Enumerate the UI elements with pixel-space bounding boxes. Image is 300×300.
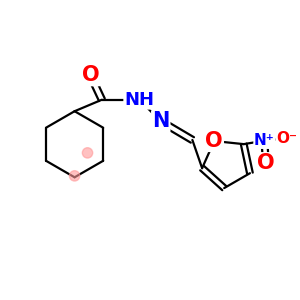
Text: N: N xyxy=(152,111,169,131)
Circle shape xyxy=(82,148,93,158)
Circle shape xyxy=(69,171,80,181)
Text: N⁺: N⁺ xyxy=(254,133,275,148)
Text: O⁻: O⁻ xyxy=(276,131,297,146)
Text: O: O xyxy=(82,65,99,85)
Text: O: O xyxy=(257,153,275,173)
Text: NH: NH xyxy=(124,91,154,109)
Text: O: O xyxy=(206,131,223,151)
